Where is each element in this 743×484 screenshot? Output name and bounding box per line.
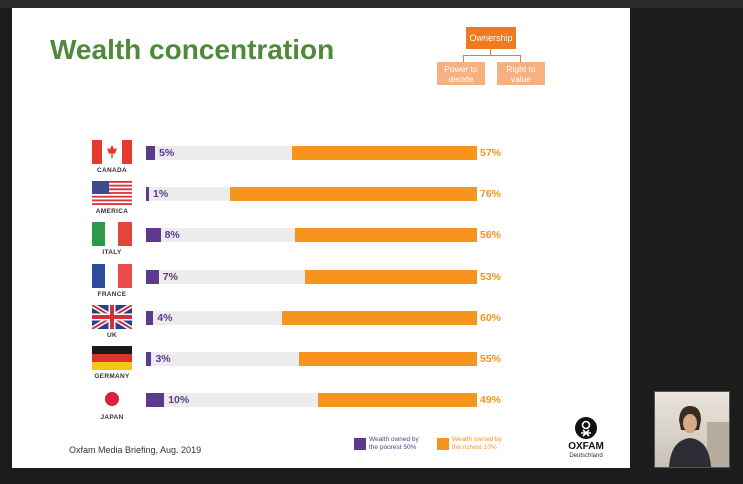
country-germany: GERMANY: [89, 346, 135, 380]
bar-poorest-50: [146, 393, 165, 408]
label-poorest-50: 3%: [155, 353, 171, 365]
bar-richest-10: [318, 393, 477, 408]
slide-footer: Oxfam Media Briefing, Aug. 2019: [69, 445, 202, 455]
org-connector-right: [520, 55, 521, 62]
label-poorest-50: 10%: [168, 394, 190, 407]
france-flag: [92, 263, 132, 288]
label-richest-10: 57%: [480, 147, 502, 159]
label-richest-10: 76%: [480, 188, 502, 201]
bar-poorest-50: [146, 352, 152, 366]
japan-flag: [92, 387, 132, 412]
country-canada: CANADA: [89, 140, 135, 174]
window-top-bar: [0, 0, 743, 8]
presentation-slide: Wealth concentration Ownership Power to …: [12, 8, 630, 468]
label-poorest-50: 4%: [157, 311, 173, 324]
bar-richest-10: [292, 146, 477, 160]
org-connector-vertical: [490, 49, 491, 55]
germany-flag: [92, 346, 132, 370]
org-connector-left: [463, 55, 464, 62]
legend-rich-label: Wealth owned by the richest 10%: [452, 436, 502, 451]
country-america: AMERICA: [89, 181, 135, 215]
bar-richest-10: [295, 228, 477, 243]
bar-richest-10: [305, 269, 477, 284]
bar-richest-10: [282, 310, 477, 325]
canada-flag: [92, 140, 132, 164]
presenter-silhouette: [669, 406, 729, 467]
country-label: CANADA: [97, 167, 127, 174]
legend-rich-swatch: [437, 438, 449, 450]
bar-poorest-50: [146, 310, 154, 325]
bar-richest-10: [230, 187, 477, 202]
uk-flag: [92, 304, 132, 329]
country-france: FRANCE: [89, 263, 135, 298]
country-label: ITALY: [102, 249, 122, 257]
usa-flag: [92, 181, 132, 206]
label-poorest-50: 5%: [159, 147, 175, 159]
label-richest-10: 49%: [480, 394, 502, 407]
slide-title: Wealth concentration: [50, 34, 335, 65]
org-chart-power-to-decide: Power to decide: [437, 62, 485, 85]
label-richest-10: 53%: [480, 270, 502, 283]
webcam-video-tile[interactable]: [654, 391, 730, 468]
country-label: UK: [107, 331, 117, 339]
legend-poor-label: Wealth owned by the poorest 50%: [369, 436, 419, 451]
label-poorest-50: 8%: [164, 229, 180, 242]
label-richest-10: 60%: [480, 311, 502, 324]
country-japan: JAPAN: [89, 387, 135, 421]
org-chart-ownership: Ownership: [466, 27, 516, 49]
label-poorest-50: 7%: [162, 270, 178, 283]
country-uk: UK: [89, 304, 135, 339]
label-poorest-50: 1%: [153, 188, 169, 201]
country-label: FRANCE: [97, 290, 127, 298]
bar-richest-10: [298, 352, 477, 366]
italy-flag: [92, 222, 132, 247]
bar-poorest-50: [146, 228, 161, 243]
label-richest-10: 55%: [480, 353, 502, 365]
country-label: GERMANY: [94, 373, 130, 380]
bar-poorest-50: [146, 269, 159, 284]
legend-poor-swatch: [354, 438, 366, 450]
bar-poorest-50: [146, 187, 149, 202]
country-italy: ITALY: [89, 222, 135, 256]
bar-poorest-50: [146, 146, 156, 160]
org-connector-horizontal: [463, 55, 520, 56]
label-richest-10: 56%: [480, 229, 502, 242]
country-label: AMERICA: [95, 208, 129, 216]
country-label: JAPAN: [100, 414, 124, 422]
org-chart-right-to-value: Right to value: [497, 62, 545, 85]
oxfam-logo-icon: [575, 417, 597, 439]
oxfam-logo-subtitle: Deutschland: [569, 453, 603, 459]
oxfam-logo-wordmark: OXFAM: [568, 441, 604, 452]
